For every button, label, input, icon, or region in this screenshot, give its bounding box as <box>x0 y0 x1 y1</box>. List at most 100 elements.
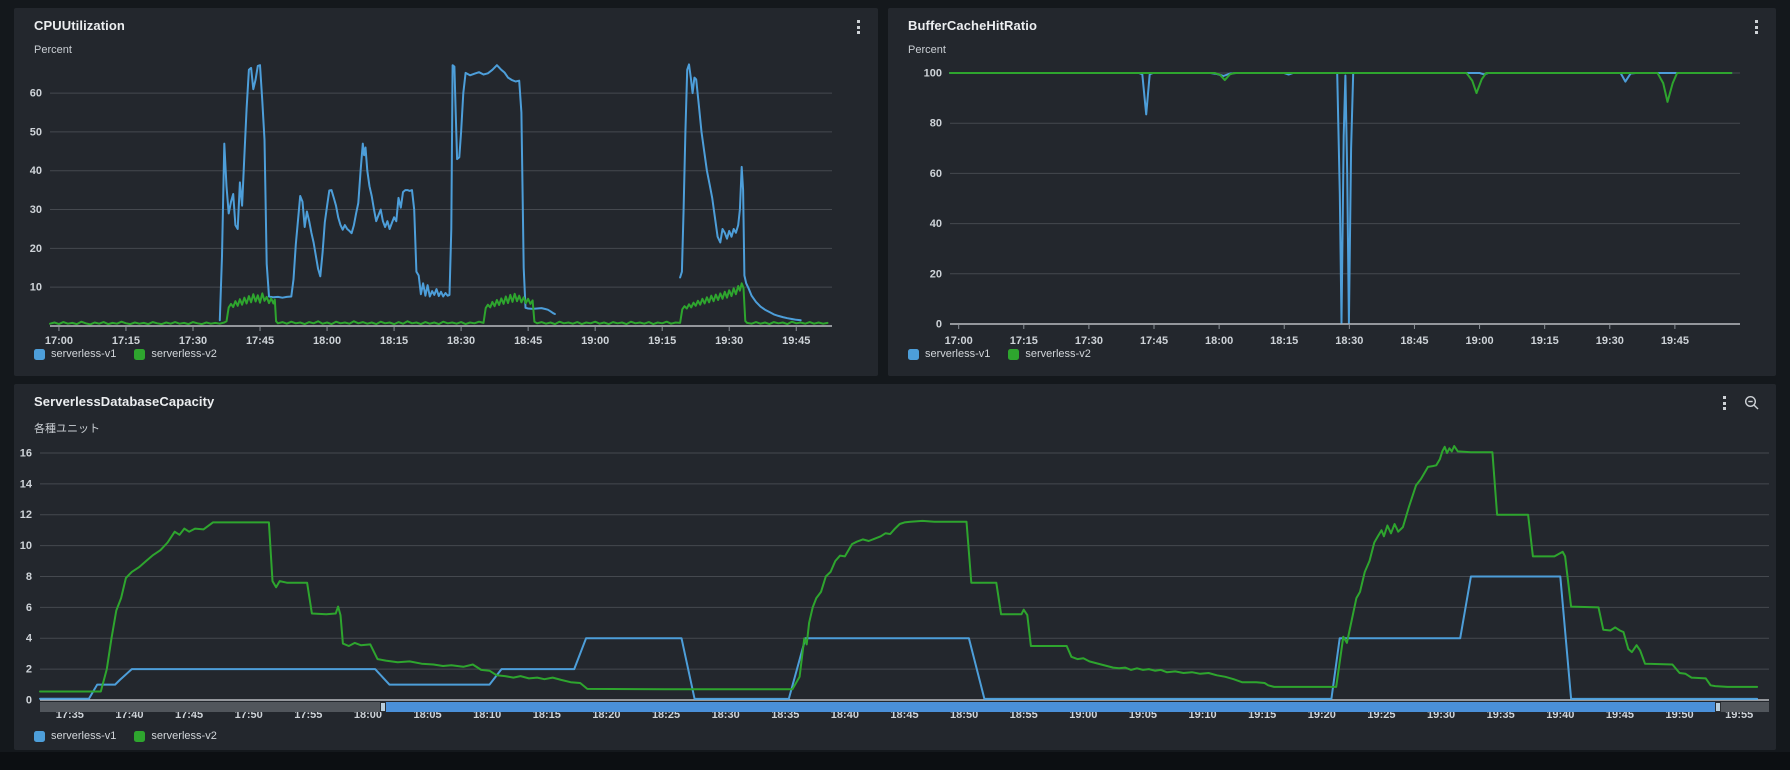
svg-text:17:55: 17:55 <box>294 709 322 721</box>
svg-text:60: 60 <box>930 168 942 180</box>
svg-text:10: 10 <box>20 540 32 552</box>
svg-text:19:15: 19:15 <box>1531 335 1559 347</box>
svg-text:19:45: 19:45 <box>782 335 810 347</box>
legend-swatch-blue <box>34 348 45 360</box>
svg-text:17:40: 17:40 <box>115 709 143 721</box>
chart-line-serverless-v1 <box>679 63 802 322</box>
scrollbar-selected-range[interactable] <box>380 702 1721 712</box>
legend-item-serverless-v2[interactable]: serverless-v2 <box>134 730 217 742</box>
svg-text:19:15: 19:15 <box>648 335 676 347</box>
svg-text:4: 4 <box>26 633 33 645</box>
svg-text:18:30: 18:30 <box>1335 335 1363 347</box>
svg-text:19:40: 19:40 <box>1546 709 1574 721</box>
svg-text:19:50: 19:50 <box>1665 709 1693 721</box>
svg-text:80: 80 <box>930 118 942 130</box>
svg-text:18:15: 18:15 <box>380 335 408 347</box>
svg-text:18:55: 18:55 <box>1010 709 1038 721</box>
legend-item-serverless-v2[interactable]: serverless-v2 <box>1008 348 1091 360</box>
legend-swatch-blue <box>908 348 919 360</box>
svg-text:19:10: 19:10 <box>1189 709 1217 721</box>
svg-text:18:15: 18:15 <box>533 709 561 721</box>
svg-text:18:30: 18:30 <box>712 709 740 721</box>
chart-legend: serverless-v1 serverless-v2 <box>34 348 217 360</box>
legend-item-serverless-v1[interactable]: serverless-v1 <box>34 348 116 360</box>
y-axis-label: Percent <box>908 44 946 56</box>
serverless-database-capacity-chart: 0 2 4 6 8 10 12 14 16 17:35 17:40 17:45 17:50 17:55 18… <box>20 445 1769 721</box>
svg-text:19:00: 19:00 <box>1069 709 1097 721</box>
svg-text:17:00: 17:00 <box>945 335 973 347</box>
svg-text:18:45: 18:45 <box>1400 335 1428 347</box>
svg-text:18:35: 18:35 <box>771 709 799 721</box>
svg-text:20: 20 <box>930 268 942 280</box>
chart-line-serverless-v1 <box>949 72 1733 324</box>
panel-cpu-utilization: 10 20 30 40 50 60 17:00 17:15 17:30 17:45 18:00 18:… <box>14 8 878 376</box>
scrollbar-right-handle[interactable] <box>1715 702 1721 712</box>
svg-text:16: 16 <box>20 447 32 459</box>
svg-text:14: 14 <box>20 478 33 490</box>
legend-label: serverless-v2 <box>1025 348 1091 360</box>
svg-text:19:00: 19:00 <box>1465 335 1493 347</box>
y-axis-label: Percent <box>34 44 72 56</box>
svg-text:18:00: 18:00 <box>1205 335 1233 347</box>
chart-title-cpu-utilization: CPUUtilization <box>34 18 125 33</box>
svg-text:19:00: 19:00 <box>581 335 609 347</box>
svg-text:19:35: 19:35 <box>1487 709 1515 721</box>
svg-text:19:45: 19:45 <box>1661 335 1689 347</box>
svg-text:18:15: 18:15 <box>1270 335 1298 347</box>
svg-text:19:25: 19:25 <box>1367 709 1395 721</box>
panel-buffer-cache-hit-ratio: 0 20 40 60 80 100 17:00 17:15 17:30 17:45 18:00 18:… <box>888 8 1776 376</box>
svg-text:18:05: 18:05 <box>413 709 441 721</box>
chart-line-serverless-v2 <box>39 445 1759 693</box>
svg-text:12: 12 <box>20 509 32 521</box>
chart-title-buffer-cache-hit-ratio: BufferCacheHitRatio <box>908 18 1038 33</box>
chart-legend: serverless-v1 serverless-v2 <box>908 348 1091 360</box>
legend-swatch-green <box>1008 348 1020 360</box>
svg-text:18:50: 18:50 <box>950 709 978 721</box>
chart-line-serverless-v2 <box>49 282 829 326</box>
legend-item-serverless-v1[interactable]: serverless-v1 <box>34 730 116 742</box>
zoom-out-icon[interactable] <box>1744 395 1760 411</box>
svg-text:19:55: 19:55 <box>1725 709 1753 721</box>
panel-menu-kebab-icon[interactable] <box>1721 394 1728 412</box>
svg-text:18:40: 18:40 <box>831 709 859 721</box>
svg-text:19:45: 19:45 <box>1606 709 1634 721</box>
svg-text:2: 2 <box>26 664 32 676</box>
svg-text:18:20: 18:20 <box>592 709 620 721</box>
svg-text:100: 100 <box>924 68 942 80</box>
legend-label: serverless-v1 <box>51 730 117 742</box>
svg-text:17:15: 17:15 <box>112 335 140 347</box>
legend-label: serverless-v2 <box>151 348 217 360</box>
chart-legend: serverless-v1 serverless-v2 <box>34 730 217 742</box>
legend-item-serverless-v1[interactable]: serverless-v1 <box>908 348 990 360</box>
svg-text:17:45: 17:45 <box>1140 335 1168 347</box>
page-bottom-strip <box>0 752 1790 770</box>
time-range-scrollbar[interactable] <box>40 702 1769 712</box>
svg-text:19:05: 19:05 <box>1129 709 1157 721</box>
svg-text:40: 40 <box>30 165 42 177</box>
svg-text:10: 10 <box>30 282 42 294</box>
svg-text:18:25: 18:25 <box>652 709 680 721</box>
svg-text:18:30: 18:30 <box>447 335 475 347</box>
chart-line-serverless-v1 <box>218 64 556 322</box>
svg-text:17:00: 17:00 <box>45 335 73 347</box>
legend-item-serverless-v2[interactable]: serverless-v2 <box>134 348 217 360</box>
svg-text:30: 30 <box>30 204 42 216</box>
svg-text:18:00: 18:00 <box>313 335 341 347</box>
chart-line-serverless-v2 <box>949 72 1733 103</box>
chart-title-serverless-database-capacity: ServerlessDatabaseCapacity <box>34 394 215 409</box>
panel-serverless-database-capacity: 0 2 4 6 8 10 12 14 16 17:35 17:40 17:45 17:50 17:55 18… <box>14 384 1776 750</box>
svg-text:19:30: 19:30 <box>715 335 743 347</box>
svg-text:17:30: 17:30 <box>179 335 207 347</box>
svg-text:19:30: 19:30 <box>1427 709 1455 721</box>
scrollbar-left-handle[interactable] <box>380 702 386 712</box>
svg-text:18:45: 18:45 <box>514 335 542 347</box>
svg-text:18:00: 18:00 <box>354 709 382 721</box>
panel-menu-kebab-icon[interactable] <box>855 18 862 36</box>
svg-text:8: 8 <box>26 571 32 583</box>
svg-text:17:30: 17:30 <box>1075 335 1103 347</box>
buffer-cache-hit-ratio-chart: 0 20 40 60 80 100 17:00 17:15 17:30 17:45 18:00 18:… <box>924 68 1740 347</box>
svg-text:20: 20 <box>30 243 42 255</box>
panel-menu-kebab-icon[interactable] <box>1753 18 1760 36</box>
svg-text:19:20: 19:20 <box>1308 709 1336 721</box>
svg-text:40: 40 <box>930 218 942 230</box>
